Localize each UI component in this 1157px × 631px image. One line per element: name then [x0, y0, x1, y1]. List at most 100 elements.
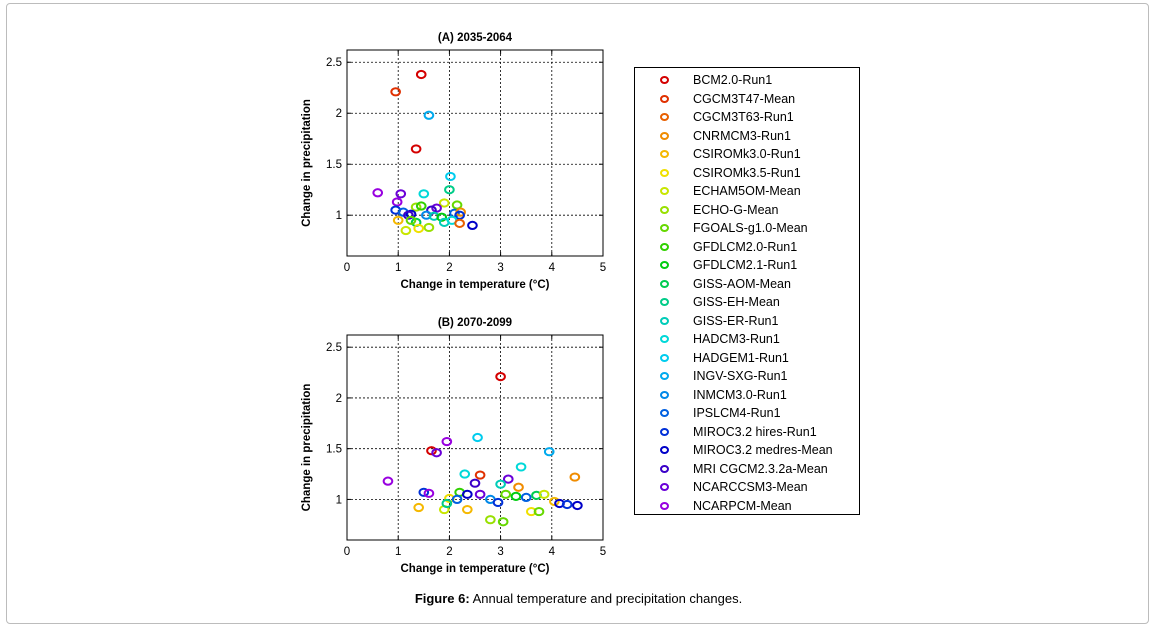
caption-text: Annual temperature and precipitation cha…	[469, 591, 743, 606]
data-point	[572, 500, 583, 511]
plot-a-axes-box	[346, 49, 604, 257]
data-point	[467, 220, 478, 231]
data-point	[413, 223, 424, 234]
legend-label: FGOALS-g1.0-Mean	[693, 221, 808, 235]
legend-marker-icon	[660, 446, 669, 454]
legend-item: NCARPCM-Mean	[635, 498, 859, 516]
legend-marker-icon	[660, 261, 669, 269]
legend-item: CNRMCM3-Run1	[635, 128, 859, 146]
data-point	[533, 506, 545, 517]
data-point	[445, 171, 456, 182]
plot-b-ytick-label: 2	[336, 393, 342, 405]
data-point	[472, 432, 483, 443]
legend-label: INMCM3.0-Run1	[693, 387, 787, 402]
legend-marker-icon	[660, 224, 669, 232]
data-point	[436, 212, 448, 222]
legend-label: HADCM3-Run1	[693, 332, 780, 346]
data-point	[515, 462, 527, 472]
legend-marker-icon	[660, 205, 669, 214]
data-point	[405, 215, 417, 225]
plot-a-ytick-label: 1	[336, 210, 342, 222]
legend-item: INMCM3.0-Run1	[635, 387, 859, 405]
legend-item: GISS-AOM-Mean	[635, 276, 859, 294]
legend-item: INGV-SXG-Run1	[635, 368, 859, 386]
plot-b-title: (B) 2070-2099	[438, 317, 512, 329]
legend-marker-icon	[660, 279, 669, 288]
legend-item: FGOALS-g1.0-Mean	[635, 220, 859, 238]
data-point	[410, 144, 422, 154]
plot-a-xtick-label: 4	[549, 262, 556, 274]
data-point	[543, 447, 555, 457]
legend-item: BCM2.0-Run1	[635, 72, 859, 90]
plot-b-xtick-label: 2	[446, 546, 452, 558]
figure-caption: Figure 6: Annual temperature and precipi…	[0, 591, 1157, 606]
plot-b-ytick-label: 1	[336, 494, 342, 506]
data-point	[502, 474, 514, 484]
plot-b-xtick-label: 4	[549, 546, 556, 558]
legend-label: NCARPCM-Mean	[693, 498, 792, 513]
data-point	[454, 218, 465, 228]
plot-b-xtick-label: 3	[497, 546, 503, 558]
legend-label: CSIROMk3.0-Run1	[693, 147, 801, 161]
data-point	[415, 69, 427, 80]
legend-label: MIROC3.2 hires-Run1	[693, 424, 817, 439]
data-point	[391, 197, 403, 207]
scatter-plot-a: (A) 2035-2064 0 1 2 3 4 5 1 1.5 2 2.5 Change in tem…	[301, 32, 606, 291]
data-point	[549, 496, 560, 507]
legend-marker-icon	[660, 335, 669, 343]
legend-item: CGCM3T47-Mean	[635, 91, 859, 109]
legend-marker-icon	[660, 150, 669, 158]
data-point	[462, 504, 473, 515]
plot-a-xtick-label: 2	[446, 262, 452, 274]
plot-a-ytick-label: 2	[336, 108, 342, 120]
legend-marker-icon	[660, 483, 669, 491]
data-point	[451, 494, 463, 505]
legend-marker-icon	[660, 464, 669, 473]
legend-label: CNRMCM3-Run1	[693, 128, 791, 143]
legend-marker-icon	[660, 94, 669, 103]
legend-item: CSIROMk3.0-Run1	[635, 146, 859, 164]
data-point	[474, 470, 486, 480]
data-point	[469, 478, 481, 488]
data-point	[382, 476, 394, 486]
data-point	[410, 202, 422, 212]
data-point	[474, 489, 486, 499]
legend-label: GISS-EH-Mean	[693, 295, 780, 309]
legend-marker-icon	[660, 501, 669, 510]
data-point	[423, 488, 435, 498]
legend-marker-icon	[660, 409, 669, 417]
legend-label: INGV-SXG-Run1	[693, 369, 788, 383]
data-point	[441, 498, 453, 509]
plot-a-xtick-label: 3	[497, 262, 503, 274]
data-point	[431, 203, 442, 213]
legend-marker-icon	[660, 353, 669, 362]
data-point	[418, 487, 430, 497]
data-point	[538, 489, 550, 499]
legend-marker-icon	[660, 372, 669, 380]
plot-a-ytick-label: 1.5	[326, 159, 342, 171]
legend-item: HADCM3-Run1	[635, 331, 859, 349]
legend-marker-icon	[660, 242, 669, 251]
legend-item: CGCM3T63-Run1	[635, 109, 859, 127]
legend-item: MIROC3.2 medres-Mean	[635, 442, 859, 460]
data-point	[497, 517, 509, 527]
data-point	[426, 446, 437, 456]
legend-label: IPSLCM4-Run1	[693, 406, 781, 420]
data-point	[403, 210, 414, 220]
data-point	[500, 489, 512, 499]
plot-a-xtick-label: 1	[395, 262, 401, 274]
data-point	[561, 499, 573, 510]
data-point	[451, 200, 463, 210]
legend-item: MIROC3.2 hires-Run1	[635, 424, 859, 442]
plot-b-xtick-label: 5	[600, 546, 606, 558]
data-point	[423, 222, 435, 233]
plot-b-xtick-label: 1	[395, 546, 401, 558]
legend-marker-icon	[660, 316, 669, 325]
data-point	[423, 110, 435, 120]
legend-marker-icon	[660, 131, 669, 140]
data-point	[462, 489, 473, 499]
legend-label: ECHAM5OM-Mean	[693, 184, 801, 198]
legend-label: NCARCCSM3-Mean	[693, 480, 808, 494]
legend-label: CGCM3T63-Run1	[693, 110, 794, 124]
caption-label: Figure 6:	[414, 591, 470, 606]
